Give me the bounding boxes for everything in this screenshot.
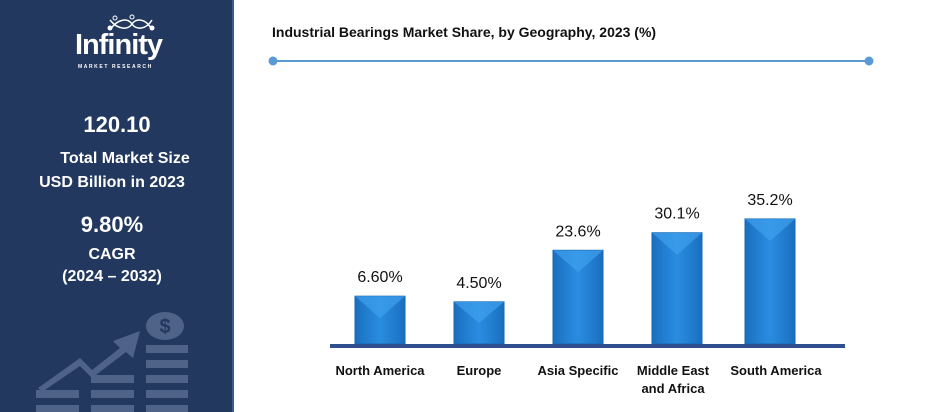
money-growth-icon: $ [36,312,188,412]
summary-panel: Infinity MARKET RESEARCH 120.10 Total Ma… [0,0,234,412]
category-label: North America [335,363,425,378]
logo: Infinity MARKET RESEARCH [70,14,180,70]
category-label: Asia Specific [538,363,619,378]
bar-highlight [355,296,405,319]
category-label: and Africa [641,381,705,396]
cagr-label: CAGR [88,246,136,263]
market-size-label: Total Market Size [60,150,190,167]
category-label: Europe [457,363,502,378]
category-label: South America [730,363,822,378]
logo-mark-icon [107,14,155,31]
cagr-period: (2024 – 2032) [62,268,162,285]
market-size-value: 120.10 [83,112,151,137]
cagr-value: 9.80% [80,212,144,237]
chart-title: Industrial Bearings Market Share, by Geo… [272,24,657,40]
underline-dot-left [268,56,278,66]
category-label: Middle East [637,363,710,378]
market-size-unit: USD Billion in 2023 [39,174,185,191]
data-label: 4.50% [456,275,501,292]
data-label: 35.2% [747,192,792,209]
data-label: 23.6% [555,223,600,240]
logo-subtext: MARKET RESEARCH [78,64,153,70]
data-label: 30.1% [654,206,699,223]
bar-highlight [553,250,603,273]
bar-highlight [454,301,504,323]
underline-dot-right [864,56,874,66]
data-label: 6.60% [357,269,402,286]
svg-text:$: $ [159,316,170,338]
bar-highlight [745,218,795,241]
logo-text: Infinity [75,29,163,61]
bar-highlight [652,232,702,255]
